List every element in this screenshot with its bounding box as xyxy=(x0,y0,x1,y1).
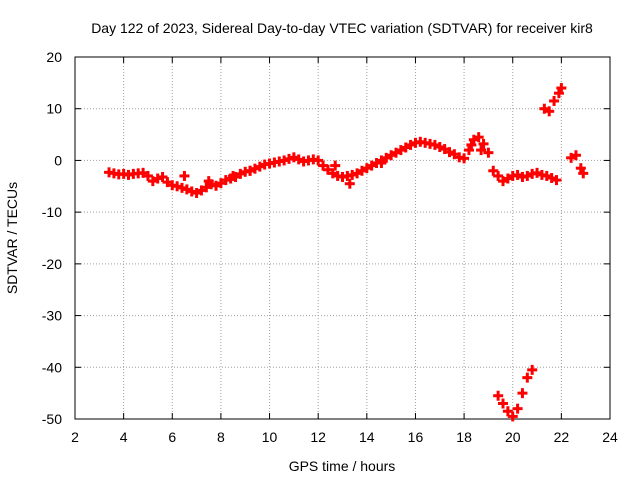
data-point xyxy=(376,158,387,169)
y-tick-label: -40 xyxy=(42,359,62,375)
data-point xyxy=(330,160,341,171)
data-point xyxy=(507,411,518,422)
data-point xyxy=(549,95,560,106)
data-point xyxy=(284,153,294,164)
x-tick-label: 12 xyxy=(310,429,326,445)
data-point xyxy=(313,155,324,166)
data-point xyxy=(498,398,508,409)
data-point xyxy=(578,168,589,179)
data-point xyxy=(473,132,484,143)
data-point xyxy=(245,165,256,176)
x-tick-label: 14 xyxy=(359,429,375,445)
data-point xyxy=(279,155,290,166)
x-tick-label: 24 xyxy=(602,429,618,445)
data-point xyxy=(478,138,489,149)
data-point xyxy=(172,181,183,192)
y-tick-label: -50 xyxy=(42,411,62,427)
data-point xyxy=(575,163,586,174)
data-point xyxy=(459,153,470,164)
y-tick-label: -20 xyxy=(42,256,62,272)
data-point xyxy=(476,145,487,156)
data-point xyxy=(556,83,567,94)
x-tick-label: 4 xyxy=(120,429,128,445)
data-point xyxy=(177,182,187,193)
data-point xyxy=(152,173,163,184)
x-tick-label: 20 xyxy=(505,429,521,445)
x-tick-label: 16 xyxy=(408,429,424,445)
y-tick-label: -10 xyxy=(42,204,62,220)
data-point xyxy=(517,388,528,399)
y-tick-label: 0 xyxy=(54,152,62,168)
data-point xyxy=(203,176,214,187)
data-point xyxy=(527,364,538,375)
data-points xyxy=(104,83,589,422)
x-tick-label: 6 xyxy=(168,429,176,445)
data-point xyxy=(493,390,504,401)
data-point xyxy=(544,106,555,117)
data-point xyxy=(551,175,562,186)
x-tick-label: 8 xyxy=(217,429,225,445)
y-tick-label: -30 xyxy=(42,308,62,324)
data-point xyxy=(502,406,513,417)
data-point xyxy=(553,88,564,99)
y-tick-label: 20 xyxy=(46,49,62,65)
data-point xyxy=(228,170,239,181)
grid xyxy=(75,57,610,419)
data-point xyxy=(344,178,355,189)
data-point xyxy=(522,372,533,383)
data-point xyxy=(512,403,523,414)
data-point xyxy=(142,170,153,181)
x-tick-label: 18 xyxy=(456,429,472,445)
data-point xyxy=(570,150,581,161)
y-tick-label: 10 xyxy=(46,101,62,117)
data-point xyxy=(347,169,358,180)
x-tick-label: 22 xyxy=(554,429,570,445)
x-axis-label: GPS time / hours xyxy=(289,458,396,474)
x-tick-label: 2 xyxy=(71,429,79,445)
plot-frame xyxy=(74,56,611,420)
data-point xyxy=(488,165,499,176)
data-point xyxy=(466,139,477,150)
data-point xyxy=(463,145,474,156)
data-point xyxy=(220,175,231,186)
data-point xyxy=(179,170,190,181)
x-tick-label: 10 xyxy=(262,429,278,445)
data-point xyxy=(483,147,494,158)
data-point xyxy=(493,170,504,181)
chart-title: Day 122 of 2023, Sidereal Day-to-day VTE… xyxy=(91,20,593,36)
data-point xyxy=(157,171,168,182)
y-axis-label: SDTVAR / TECUs xyxy=(4,182,20,294)
data-point xyxy=(186,186,197,197)
